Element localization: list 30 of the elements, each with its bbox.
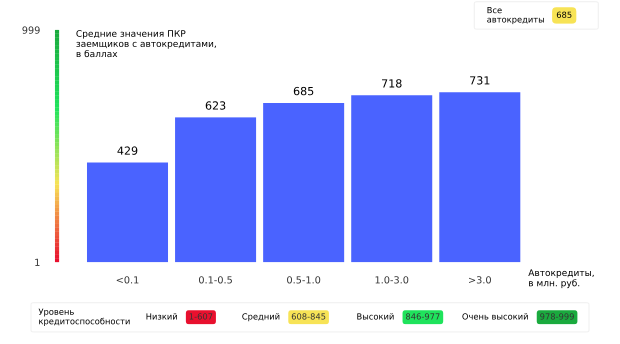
- y-tick-label: 999: [22, 26, 40, 34]
- text: 846-977: [406, 313, 440, 320]
- text: Низкий: [146, 313, 177, 320]
- text: Высокий: [357, 313, 394, 320]
- data-label: 685: [294, 86, 314, 96]
- x-tick-label: >3.0: [469, 276, 491, 284]
- legend-title: Уровень кредитоспособности: [38, 308, 130, 326]
- x-tick-label: <0.1: [116, 276, 138, 284]
- text: Средние значения ПКР заемщиков с автокредитами, в баллах: [76, 30, 216, 58]
- x-axis-title: Автокредиты, в млн. руб.: [528, 269, 594, 288]
- bar: [351, 95, 432, 262]
- text: 1-607: [190, 313, 212, 320]
- x-tick-label: 0.1-0.5: [199, 276, 232, 284]
- text: Все автокредиты: [487, 7, 544, 24]
- text: 685: [556, 12, 572, 18]
- bar: [439, 92, 520, 262]
- x-tick-label: 0.5-1.0: [287, 276, 320, 284]
- bar: [86, 162, 168, 262]
- text: Средний: [242, 313, 280, 322]
- text: 608-845: [292, 313, 326, 320]
- x-tick-label: 1.0-3.0: [376, 276, 408, 284]
- data-label: 429: [117, 146, 138, 155]
- text: Очень высокий: [462, 313, 528, 320]
- data-label: 718: [382, 79, 402, 88]
- bar: [263, 102, 344, 262]
- data-label: 623: [206, 101, 226, 110]
- y-tick-label: 1: [35, 258, 40, 266]
- bar: [175, 117, 256, 262]
- text: 978-999: [540, 313, 574, 320]
- data-label: 731: [470, 76, 490, 85]
